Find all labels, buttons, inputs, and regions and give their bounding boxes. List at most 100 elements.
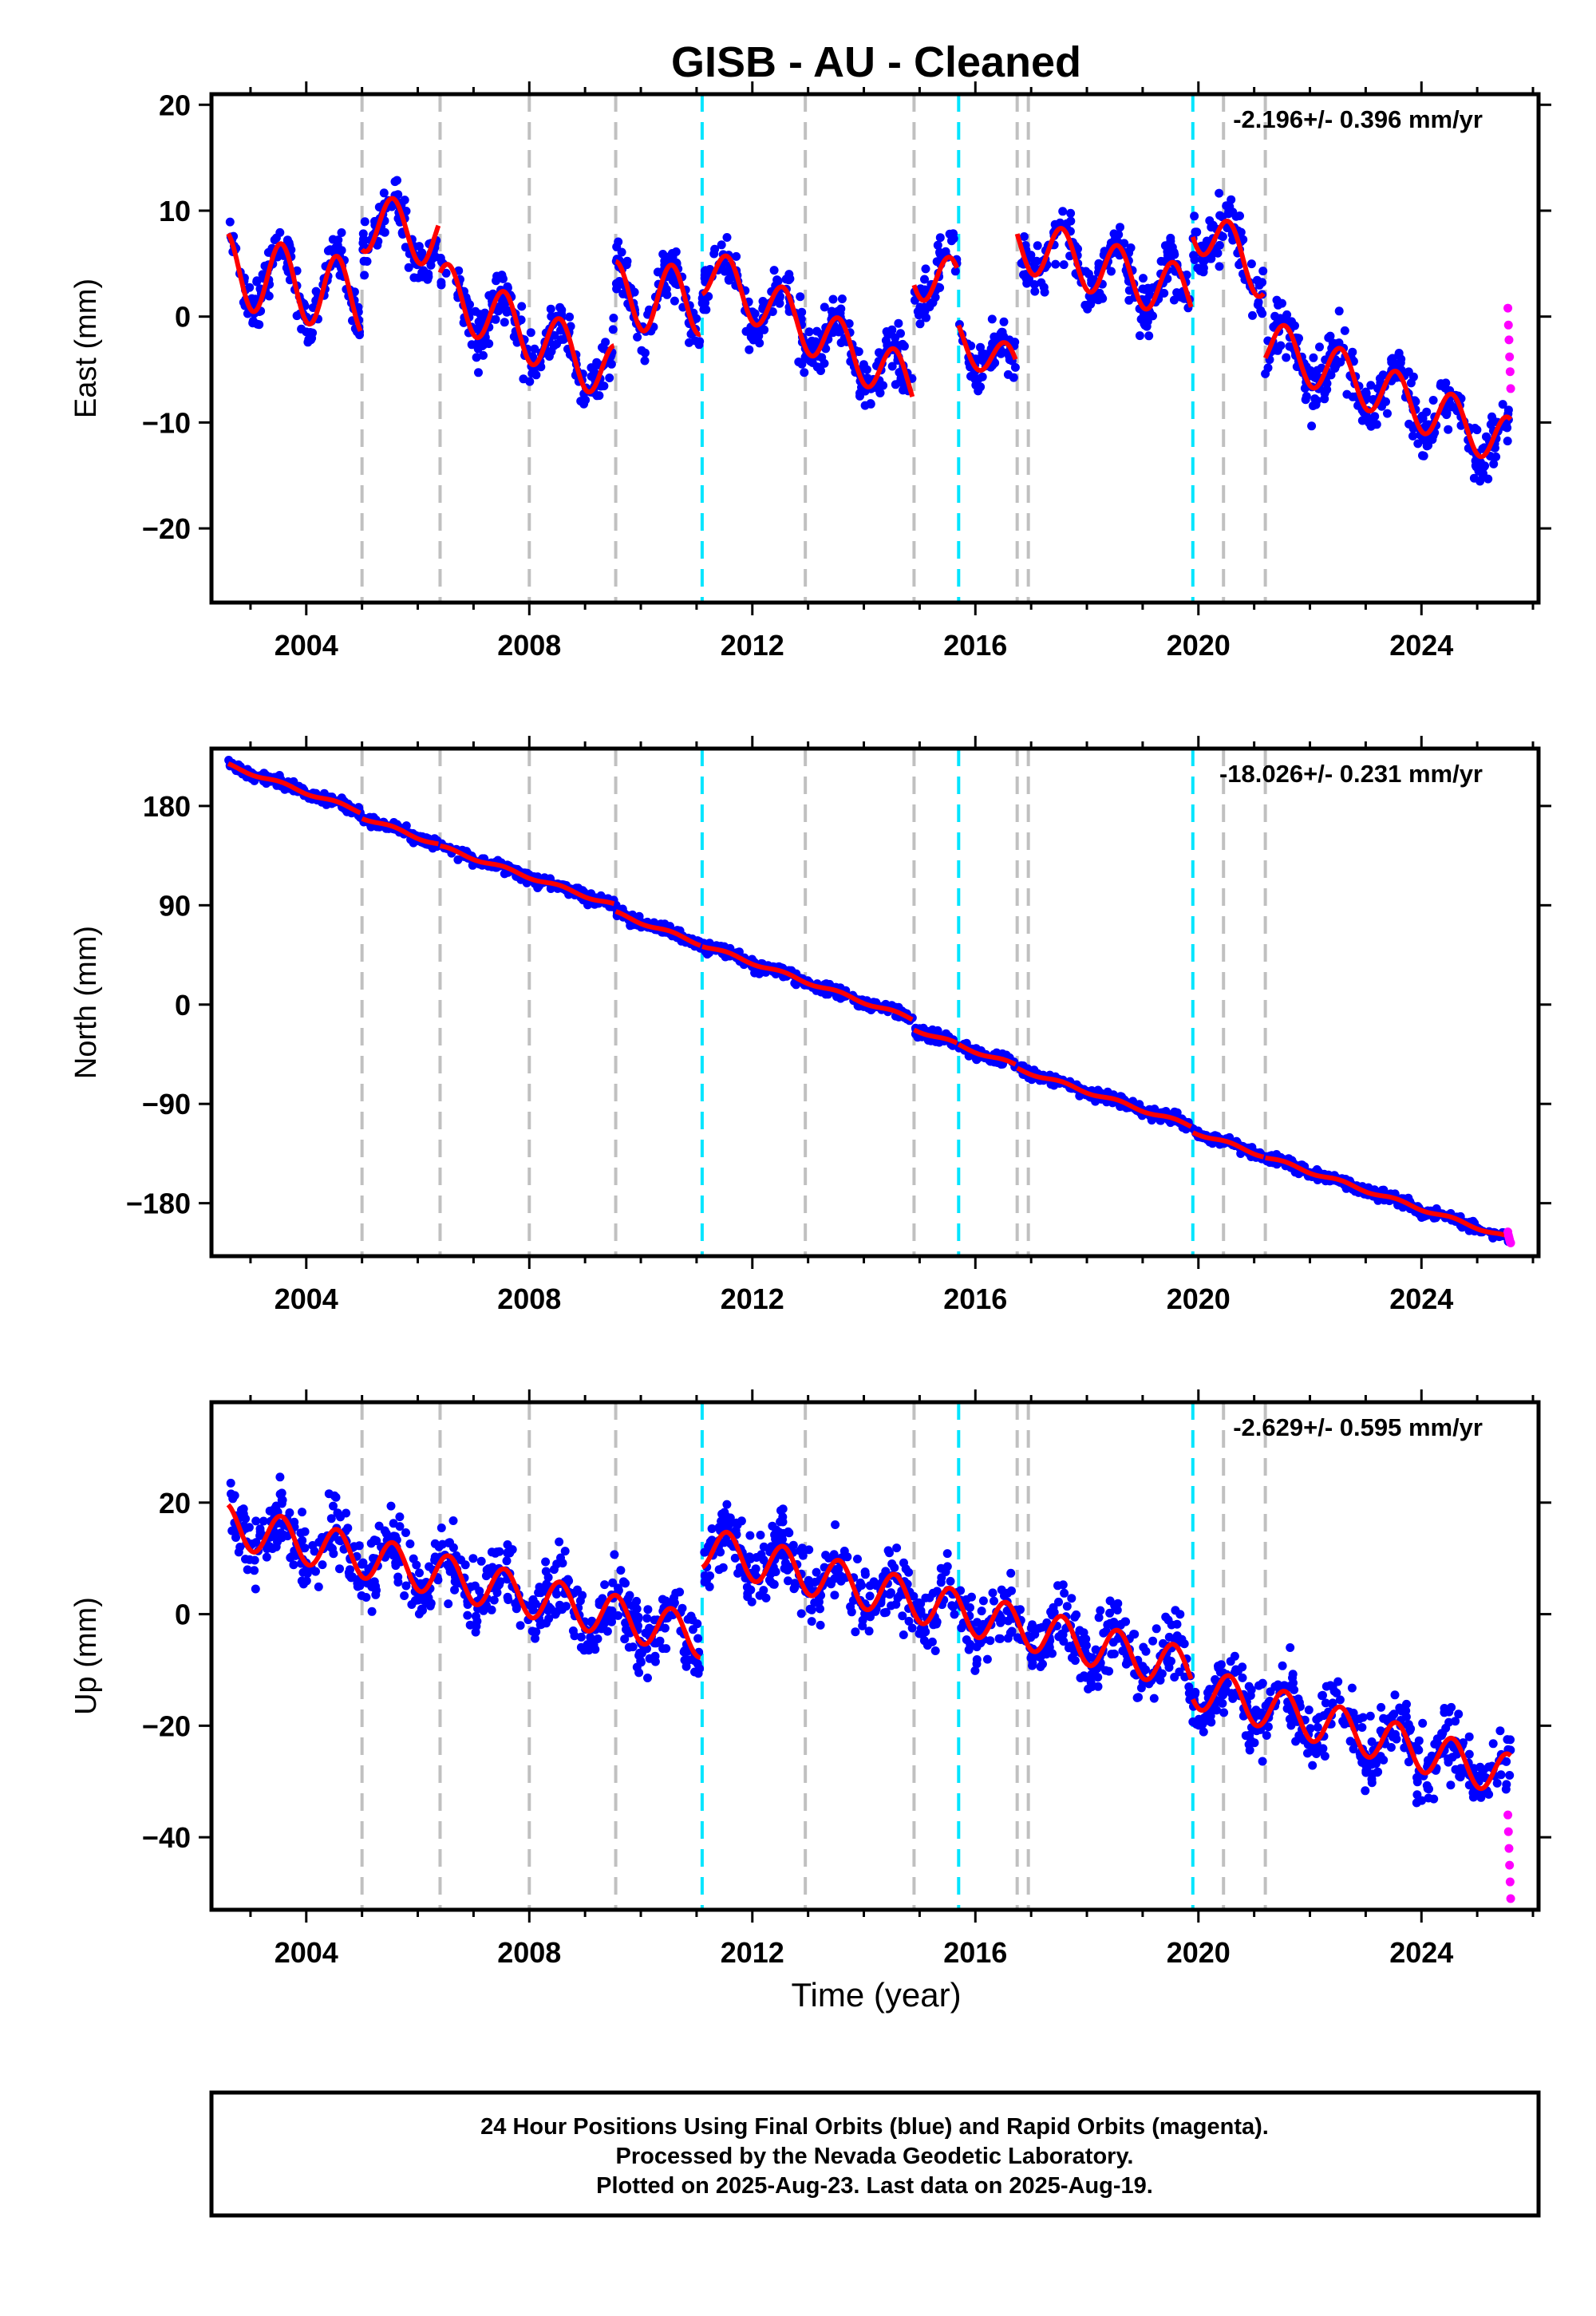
final-orbit-point (465, 300, 474, 310)
final-orbit-point (701, 305, 711, 314)
final-orbit-point (544, 1614, 554, 1623)
final-orbit-point (597, 381, 606, 391)
final-orbit-point (468, 1554, 478, 1563)
final-orbit-point (390, 177, 400, 187)
final-orbit-point (1172, 1619, 1182, 1629)
final-orbit-point (1444, 1717, 1454, 1727)
final-orbit-point (887, 1559, 897, 1568)
y-tick-label: −90 (142, 1088, 191, 1120)
final-orbit-point (1218, 232, 1227, 241)
final-orbit-point (650, 1651, 660, 1661)
final-orbit-point (516, 1621, 525, 1630)
final-orbit-point (1312, 1165, 1321, 1174)
final-orbit-point (244, 1523, 254, 1532)
final-orbit-point (575, 1596, 585, 1606)
final-orbit-point (693, 1619, 702, 1629)
final-orbit-point (602, 1616, 611, 1626)
final-orbit-point (1019, 232, 1029, 241)
final-orbit-point (298, 1508, 306, 1517)
rapid-orbit-point (1506, 384, 1515, 393)
final-orbit-point (1428, 433, 1436, 441)
rapid-orbit-point (1505, 352, 1515, 362)
final-orbit-point (456, 1555, 466, 1565)
final-orbit-point (564, 1576, 574, 1586)
final-orbit-point (1367, 1774, 1377, 1784)
final-orbit-point (1030, 287, 1040, 296)
final-orbit-point (467, 340, 476, 350)
final-orbit-point (543, 1606, 553, 1615)
final-orbit-point (527, 369, 537, 378)
final-orbit-point (996, 1634, 1005, 1643)
final-orbit-point (1476, 1762, 1485, 1772)
final-orbit-point (1249, 1708, 1258, 1717)
final-orbit-point (1366, 381, 1376, 390)
final-orbit-point (875, 388, 885, 397)
final-orbit-point (761, 1593, 771, 1603)
final-orbit-point (1422, 407, 1432, 417)
model-line (360, 196, 441, 267)
final-orbit-point (314, 1537, 324, 1547)
final-orbit-point (1248, 310, 1257, 320)
final-orbit-point (310, 1547, 319, 1556)
final-orbit-point (354, 1541, 364, 1551)
final-orbit-point (1489, 459, 1499, 468)
final-orbit-point (1444, 425, 1453, 434)
rate-annotation: -2.196+/- 0.396 mm/yr (1233, 105, 1483, 133)
final-orbit-point (404, 263, 413, 272)
model-line (701, 253, 915, 397)
final-orbit-point (1315, 342, 1324, 352)
final-orbit-point (1432, 1734, 1442, 1744)
final-orbit-point (1114, 230, 1124, 239)
x-tick-label: 2012 (721, 629, 784, 662)
final-orbit-point (610, 1550, 619, 1559)
final-orbit-point (1236, 227, 1246, 237)
final-orbit-point (1105, 1596, 1115, 1606)
y-tick-label: 90 (159, 889, 191, 922)
final-orbit-point (544, 352, 554, 361)
final-orbit-point (1390, 1690, 1400, 1700)
final-orbit-point (1199, 263, 1208, 273)
final-orbit-point (251, 1538, 261, 1547)
final-orbit-point (565, 312, 575, 322)
figure-title: GISB - AU - Cleaned (671, 38, 1081, 86)
final-orbit-point (1139, 1642, 1148, 1652)
final-orbit-point (881, 1607, 891, 1617)
final-orbit-point (854, 347, 863, 357)
final-orbit-point (895, 368, 904, 377)
final-orbit-point (1370, 412, 1380, 421)
final-orbit-point (927, 1637, 937, 1646)
final-orbit-point (1192, 227, 1202, 237)
rapid-orbit-point (1503, 320, 1513, 330)
final-orbit-point (1215, 188, 1224, 198)
final-orbit-point (491, 1548, 500, 1558)
final-orbit-point (441, 268, 451, 278)
final-orbit-point (742, 1583, 752, 1592)
final-orbit-point (519, 374, 528, 384)
final-orbit-point (245, 1555, 255, 1564)
final-orbit-point (831, 1520, 840, 1529)
final-orbit-point (1087, 275, 1096, 285)
final-orbit-point (1033, 241, 1042, 251)
final-orbit-point (640, 356, 650, 366)
final-orbit-point (1062, 1602, 1072, 1611)
final-orbit-point (401, 1581, 411, 1591)
final-orbit-point (1469, 473, 1479, 483)
final-orbit-point (558, 1559, 567, 1568)
final-orbit-point (976, 382, 986, 392)
final-orbit-point (883, 330, 893, 339)
final-orbit-point (1404, 1757, 1413, 1767)
final-orbit-point (678, 1603, 687, 1613)
final-orbit-point (690, 1667, 699, 1677)
final-orbit-point (1274, 1680, 1282, 1690)
final-orbit-point (277, 1488, 286, 1498)
final-orbit-point (252, 276, 262, 286)
final-orbit-point (407, 1600, 417, 1609)
final-orbit-point (830, 1591, 839, 1600)
final-orbit-point (531, 1627, 541, 1637)
final-orbit-point (1436, 379, 1446, 389)
final-orbit-point (526, 328, 535, 338)
final-orbit-point (999, 317, 1009, 326)
final-orbit-point (465, 1620, 475, 1630)
final-orbit-point (1294, 1694, 1303, 1704)
